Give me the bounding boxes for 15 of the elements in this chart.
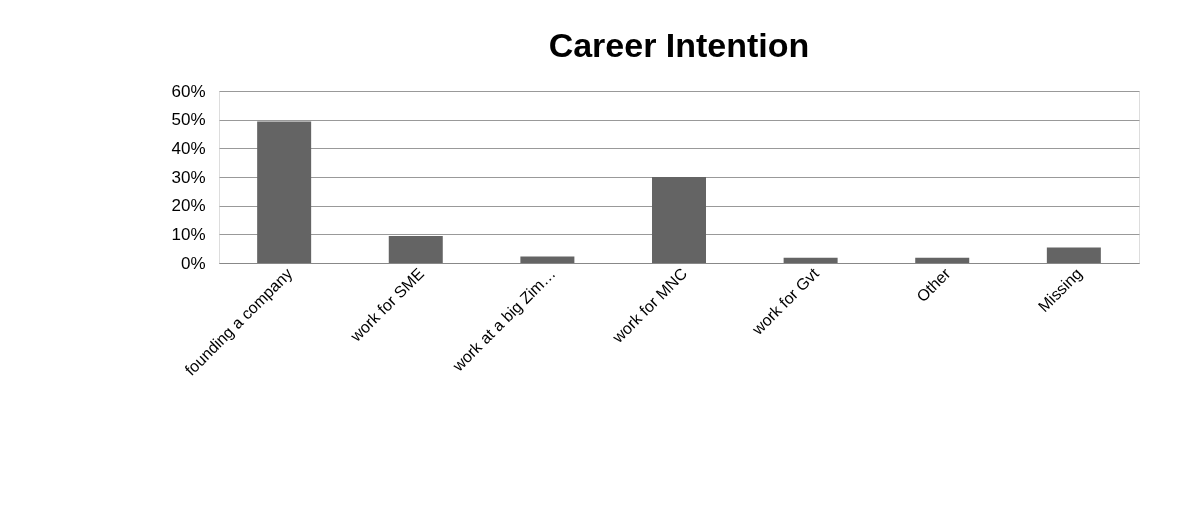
bar (783, 257, 838, 263)
bar (520, 256, 575, 263)
y-tick-label: 30% (171, 167, 206, 187)
y-tick-label: 40% (171, 138, 206, 158)
bar (915, 257, 970, 263)
y-tick-label: 50% (171, 110, 206, 130)
y-tick-label: 0% (180, 253, 206, 273)
chart-title: Career Intention (548, 26, 810, 64)
bar (1046, 247, 1101, 263)
y-tick-label: 20% (171, 196, 206, 216)
bar (388, 236, 443, 263)
y-tick-label: 10% (171, 224, 206, 244)
bar (257, 121, 312, 263)
bar (652, 177, 706, 263)
y-tick-label: 60% (171, 81, 206, 101)
